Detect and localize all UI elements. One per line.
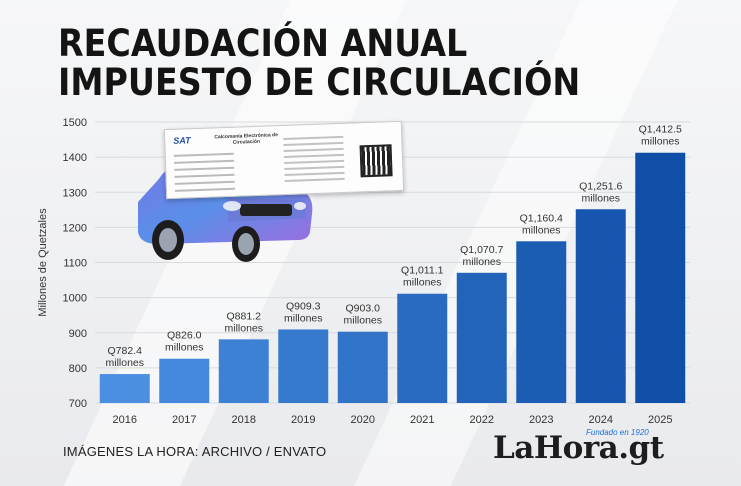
x-tick-label: 2018 [232, 414, 256, 426]
data-label-value: Q881.2 [227, 310, 262, 322]
lahora-logo: Fundado en 1920 LaHora.gt [493, 428, 683, 470]
x-tick-label: 2024 [589, 414, 613, 426]
bar-2021 [397, 293, 448, 403]
sat-logo: SAT [173, 135, 191, 146]
data-label-unit: millones [343, 315, 382, 327]
data-label-value: Q1,011.1 [401, 265, 444, 277]
data-label-unit: millones [284, 312, 323, 324]
data-label-value: Q1,160.4 [520, 212, 563, 224]
x-tick-label: 2016 [113, 414, 137, 426]
title-line-2: IMPUESTO DE CIRCULACIÓN [58, 61, 581, 104]
data-label-value: Q909.3 [286, 300, 321, 312]
x-tick-label: 2020 [351, 414, 375, 426]
bar-2019 [278, 329, 329, 403]
y-tick-label: 1200 [63, 222, 87, 234]
x-tick-label: 2025 [648, 414, 672, 426]
data-label-unit: millones [581, 192, 620, 204]
bar-2025 [635, 152, 686, 403]
title-line-1: RECAUDACIÓN ANUAL [58, 22, 468, 65]
y-tick-label: 700 [69, 398, 87, 410]
y-tick-label: 1100 [63, 258, 87, 270]
data-label-value: Q1,070.7 [460, 244, 503, 256]
x-tick-label: 2019 [291, 414, 315, 426]
image-credit: IMÁGENES LA HORA: ARCHIVO / ENVATO [63, 444, 327, 459]
logo-tagline: Fundado en 1920 [586, 428, 649, 437]
y-tick-label: 1500 [63, 117, 87, 129]
logo-name: LaHora.gt [493, 430, 664, 466]
y-tick-label: 900 [69, 328, 87, 340]
y-tick-label: 1300 [63, 187, 87, 199]
chart-title: RECAUDACIÓN ANUAL IMPUESTO DE CIRCULACIÓ… [58, 24, 580, 102]
y-tick-label: 1400 [63, 152, 87, 164]
data-label-value: Q826.0 [167, 330, 202, 342]
x-tick-label: 2022 [470, 414, 494, 426]
card-text-lines [173, 146, 276, 196]
x-tick-label: 2017 [172, 414, 196, 426]
data-label-unit: millones [522, 224, 561, 236]
bar-2024 [575, 209, 626, 403]
y-tick-label: 1000 [63, 293, 87, 305]
bar-2020 [337, 331, 388, 403]
data-label-unit: millones [105, 357, 144, 369]
data-label-value: Q1,412.5 [639, 124, 682, 136]
x-tick-label: 2023 [529, 414, 553, 426]
card-heading: Calcomanía Electrónica de Circulación [214, 132, 279, 146]
bar-2022 [456, 272, 507, 403]
data-label-value: Q903.0 [346, 303, 381, 315]
y-tick-label: 800 [69, 363, 87, 375]
data-label-unit: millones [641, 136, 680, 148]
data-label-unit: millones [403, 277, 442, 289]
y-axis-label: Millones de Quetzales [37, 208, 49, 317]
data-label-unit: millones [165, 342, 204, 354]
bar-2023 [516, 241, 567, 403]
bar-2017 [159, 358, 210, 403]
bar-2016 [99, 374, 150, 403]
card-details [283, 132, 345, 186]
x-tick-label: 2021 [410, 414, 434, 426]
bar-2018 [218, 339, 269, 403]
sat-sticker-card: SAT Calcomanía Electrónica de Circulació… [163, 120, 405, 200]
data-label-unit: millones [462, 256, 501, 268]
data-label-value: Q1,251.6 [579, 180, 622, 192]
data-label-unit: millones [224, 322, 263, 334]
qr-code-icon [359, 144, 393, 178]
data-label-value: Q782.4 [108, 345, 143, 357]
